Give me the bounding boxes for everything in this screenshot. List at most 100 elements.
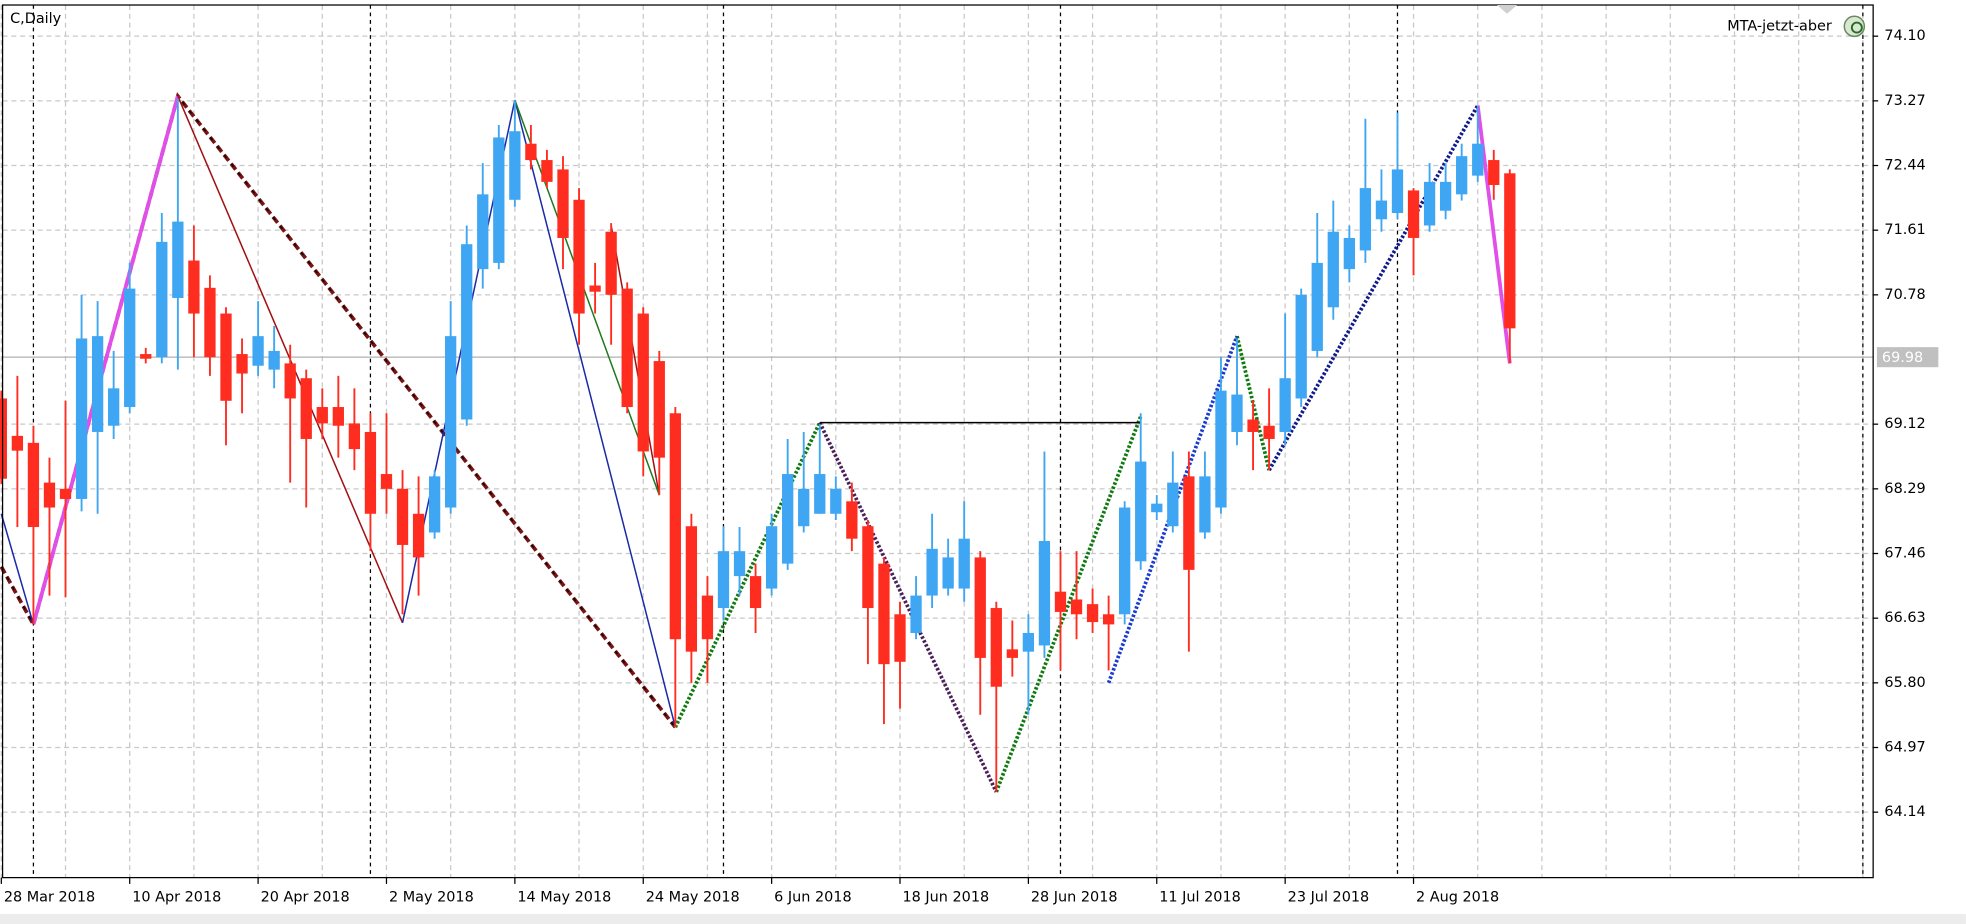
- candle-body: [284, 363, 296, 399]
- candle-body: [27, 442, 40, 528]
- candle-body: [1359, 188, 1372, 251]
- candle-body: [637, 313, 649, 452]
- y-tick-label: 73.27: [1884, 93, 1925, 109]
- indicator-name: MTA-jetzt-aber: [1727, 18, 1832, 34]
- y-tick-label: 64.14: [1884, 804, 1925, 820]
- candle-body: [1102, 614, 1115, 625]
- x-tick-label: 28 Jun 2018: [1031, 890, 1118, 906]
- candle-body: [396, 488, 409, 545]
- candle-body: [1375, 200, 1388, 220]
- candle-body: [493, 137, 505, 263]
- candle-body: [1167, 482, 1179, 527]
- candle-body: [653, 361, 665, 458]
- candle-body: [541, 160, 553, 182]
- candle-body: [1263, 425, 1275, 439]
- candle-body: [1151, 503, 1163, 513]
- candle-body: [11, 435, 24, 451]
- x-tick-label: 20 Apr 2018: [261, 890, 350, 906]
- candle-body: [573, 199, 585, 314]
- candle-body: [1391, 169, 1404, 214]
- zigzag-line: [514, 99, 660, 496]
- zigzag-line: [818, 421, 998, 793]
- candle-body: [172, 221, 184, 298]
- candle-body: [1054, 591, 1067, 612]
- x-tick-label: 14 May 2018: [517, 890, 611, 906]
- status-strip: [0, 913, 1966, 924]
- axes: 74.10 73.27 72.44 71.61 70.78 69.12 68.29 67.46…: [0, 4, 1939, 906]
- candle-body: [59, 488, 72, 499]
- candle-body: [798, 488, 810, 527]
- plot-frame: [1, 4, 1874, 879]
- candle-body: [1199, 476, 1211, 533]
- candle-body: [91, 336, 104, 432]
- candles: [0, 98, 1516, 792]
- x-tick-label: 2 Aug 2018: [1416, 890, 1499, 906]
- candle-body: [268, 350, 280, 370]
- x-tick-label: 6 Jun 2018: [774, 890, 852, 906]
- y-tick-label: 68.29: [1884, 481, 1925, 497]
- candle-body: [1231, 394, 1243, 432]
- candle-body: [830, 488, 842, 514]
- candle-body: [990, 608, 1002, 687]
- bid-label-box: [1876, 347, 1939, 368]
- candle-body: [252, 336, 264, 366]
- shift-marker: [1497, 5, 1518, 14]
- candle-body: [1247, 419, 1259, 432]
- candle-body: [846, 501, 858, 539]
- candle-body: [878, 563, 890, 665]
- y-tick-label: 66.63: [1884, 610, 1925, 626]
- candle-body: [1311, 262, 1323, 351]
- x-tick-label: 18 Jun 2018: [903, 890, 990, 906]
- candle-body: [685, 526, 698, 652]
- candle-body: [428, 476, 441, 533]
- grid: [0, 5, 1874, 878]
- y-tick-label: 74.10: [1884, 28, 1925, 44]
- candle-body: [958, 538, 970, 589]
- candle-body: [445, 336, 457, 508]
- y-tick-label: 67.46: [1884, 546, 1925, 562]
- candle-body: [589, 285, 601, 292]
- candle-body: [782, 474, 794, 564]
- candle-body: [974, 557, 986, 658]
- candle-body: [509, 131, 521, 200]
- x-tick-label: 28 Mar 2018: [4, 890, 95, 906]
- candle-body: [1295, 294, 1307, 399]
- x-tick-label: 2 May 2018: [389, 890, 474, 906]
- x-tick-label: 24 May 2018: [646, 890, 740, 906]
- bid-label: 69.98: [1882, 350, 1923, 366]
- candle-body: [894, 614, 906, 662]
- candle-body: [461, 244, 473, 420]
- candle-body: [108, 388, 120, 426]
- candle-body: [1488, 160, 1500, 185]
- candle-body: [605, 231, 617, 295]
- candle-body: [43, 482, 56, 508]
- candle-body: [669, 413, 681, 640]
- candle-body: [220, 313, 232, 401]
- candle-body: [910, 595, 922, 633]
- candle-body: [204, 287, 216, 358]
- candle-body: [348, 423, 361, 450]
- candle-body: [814, 474, 826, 514]
- candle-body: [1327, 231, 1339, 308]
- candle-body: [332, 407, 344, 426]
- y-tick-label: 64.97: [1884, 740, 1925, 756]
- candle-body: [477, 194, 489, 270]
- candle-body: [1070, 599, 1083, 615]
- y-tick-label: 69.12: [1884, 416, 1925, 432]
- candle-body: [1343, 237, 1355, 270]
- x-tick-label: 10 Apr 2018: [132, 890, 221, 906]
- candle-body: [765, 526, 778, 589]
- candle-body: [1504, 173, 1516, 329]
- candle-body: [733, 551, 746, 577]
- candle-body: [1006, 649, 1018, 658]
- zigzag-line: [994, 415, 1143, 793]
- candle-body: [316, 407, 328, 424]
- candle-body: [188, 260, 200, 314]
- candle-body: [1423, 181, 1436, 226]
- candle-body: [75, 338, 88, 499]
- candle-body: [1119, 507, 1131, 615]
- candle-body: [1439, 181, 1452, 211]
- zigzag-line: [673, 421, 822, 729]
